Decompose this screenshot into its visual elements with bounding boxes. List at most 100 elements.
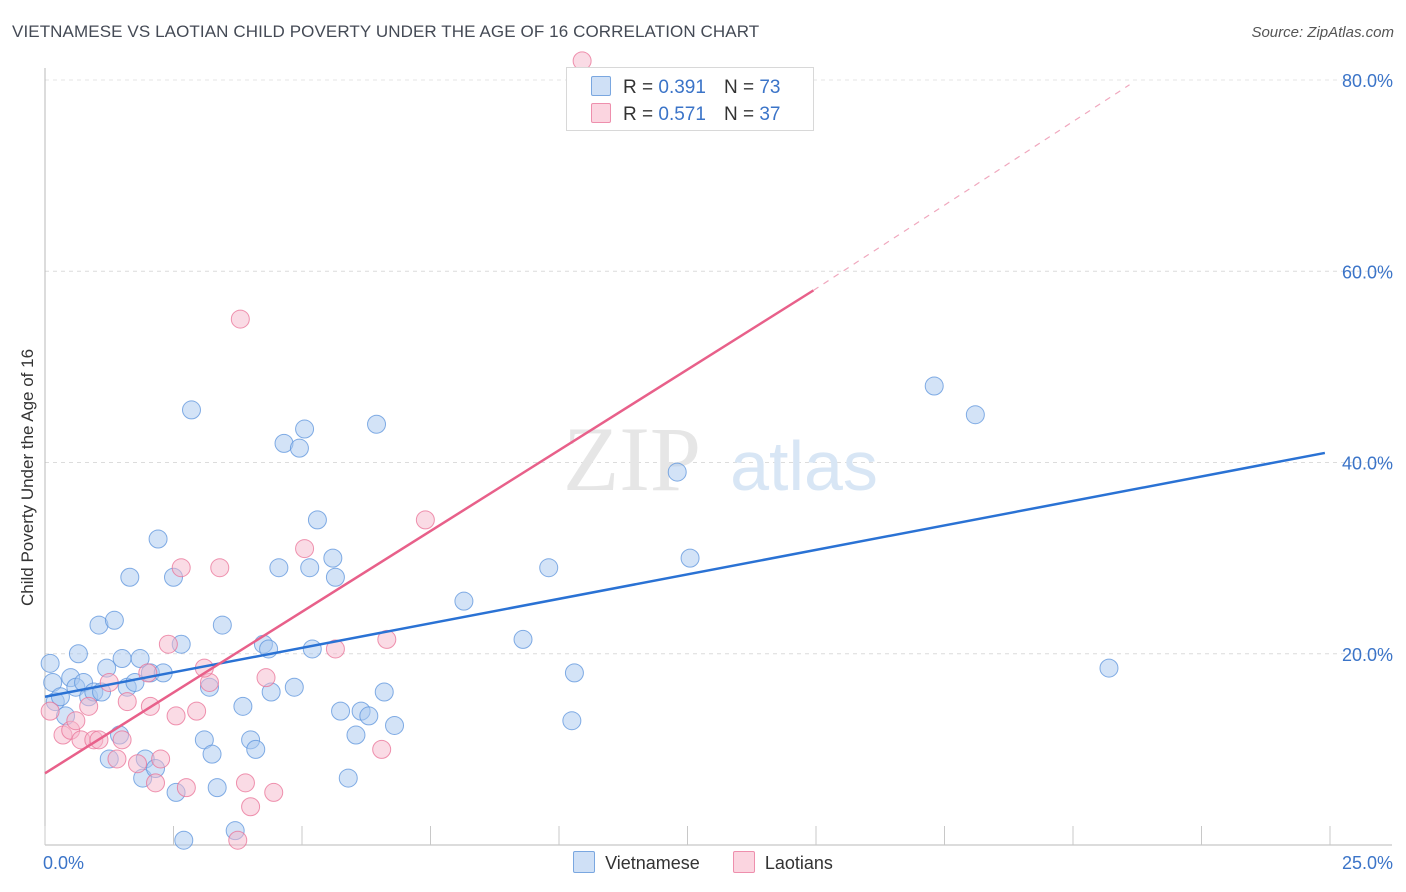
legend-n-value: 37 [759,104,781,125]
data-point [295,419,315,439]
watermark-atlas: atlas [730,427,878,505]
data-point [289,438,309,458]
data-point [40,701,60,721]
y-tick-label: 20.0% [1342,645,1393,665]
y-tick-label: 60.0% [1342,262,1393,282]
data-point [176,778,196,798]
data-point [230,309,250,329]
data-point [210,558,230,578]
watermark-zip: ZIP [563,408,701,510]
data-point [128,754,148,774]
data-point [325,639,345,659]
data-point [323,548,343,568]
axes [44,68,1392,846]
data-point [171,558,191,578]
trendline-laotians [44,289,815,775]
legend-item-laotians: Laotians [732,851,833,874]
data-point [454,591,474,611]
x-tick-label-max: 25.0% [1342,853,1393,873]
data-point [187,701,207,721]
data-point [300,558,320,578]
legend-row-laotians: R = 0.571 N = 37 [591,103,780,127]
trendline-vietnamese [44,451,1326,699]
data-point [338,768,358,788]
legend-r-label: R = [623,77,654,98]
data-point [146,773,166,793]
data-point [667,462,687,482]
data-point [564,663,584,683]
data-point [228,830,248,850]
data-point [112,649,132,669]
data-point [367,414,387,434]
data-point [246,739,266,759]
data-point [181,400,201,420]
legend-r-value: 0.391 [658,77,706,98]
data-point [965,405,985,425]
data-point [212,615,232,635]
data-point [562,711,582,731]
legend-label-vietnamese: Vietnamese [605,853,700,873]
data-point [166,706,186,726]
data-point [158,634,178,654]
data-point [284,677,304,697]
data-point [202,744,222,764]
data-point [385,715,405,735]
data-point [372,739,392,759]
legend-row-vietnamese: R = 0.391 N = 73 [591,76,780,100]
data-point [79,696,99,716]
legend-r-label: R = [623,104,654,125]
data-point [174,830,194,850]
data-point [151,749,171,769]
legend-r-value: 0.571 [658,104,706,125]
chart-title: VIETNAMESE VS LAOTIAN CHILD POVERTY UNDE… [12,22,760,41]
data-point [40,653,60,673]
legend-swatch-vietnamese [573,851,596,873]
x-tick-label-min: 0.0% [43,853,84,873]
data-point [233,696,253,716]
data-point [302,639,322,659]
trendline-extension-laotians [813,84,1130,291]
data-point [513,629,533,649]
correlation-legend: R = 0.391 N = 73 R = 0.571 N = 37 [566,67,814,131]
data-point [107,749,127,769]
series-legend: Vietnamese Laotians [0,851,1406,874]
data-point [924,376,944,396]
data-point [148,529,168,549]
data-point [359,706,379,726]
data-point [325,567,345,587]
data-point [120,567,140,587]
y-axis-label: Child Poverty Under the Age of 16 [18,348,37,606]
y-tick-label: 40.0% [1342,454,1393,474]
data-point [680,548,700,568]
data-point [1099,658,1119,678]
data-point [374,682,394,702]
data-point [415,510,435,530]
chart-source: Source: ZipAtlas.com [1251,24,1394,41]
data-point [256,668,276,688]
data-point [269,558,289,578]
data-point [112,730,132,750]
data-point [539,558,559,578]
data-point [307,510,327,530]
data-point [104,610,124,630]
data-point [117,692,137,712]
legend-n-label: N = [723,77,755,98]
legend-swatch-vietnamese [591,76,611,96]
legend-swatch-laotians [732,851,755,873]
legend-n-value: 73 [759,77,781,98]
data-point [264,782,284,802]
legend-n-label: N = [723,104,755,125]
data-point [207,778,227,798]
data-point [331,701,351,721]
legend-item-vietnamese: Vietnamese [573,851,700,874]
data-point [295,539,315,559]
data-point [241,797,261,817]
y-tick-label: 80.0% [1342,71,1393,91]
watermark: ZIP atlas [563,408,878,510]
legend-label-laotians: Laotians [764,853,833,873]
data-point [66,711,86,731]
data-point [346,725,366,745]
data-point [68,644,88,664]
legend-swatch-laotians [591,103,611,123]
